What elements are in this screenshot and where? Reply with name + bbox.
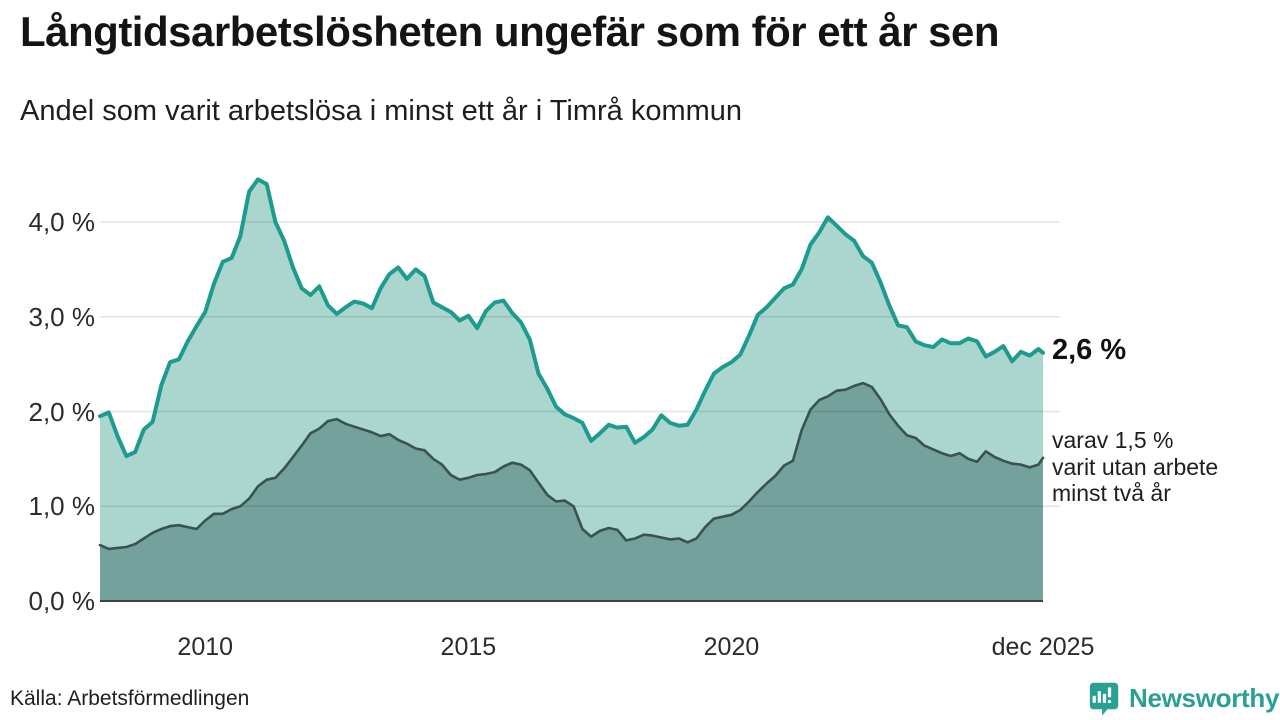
x-axis-tick-label: dec 2025 <box>991 633 1095 661</box>
annotation-latest-total: 2,6 % <box>1052 334 1127 366</box>
newsworthy-logo: Newsworthy <box>1084 680 1279 717</box>
chart-subtitle: Andel som varit arbetslösa i minst ett å… <box>20 95 743 127</box>
newsworthy-bubble-chart-icon <box>1089 682 1119 716</box>
y-axis-tick-label: 0,0 % <box>28 586 96 616</box>
annotation-two-year-line3: minst två år <box>1052 480 1171 506</box>
gridlines <box>100 221 1060 508</box>
annotation-two-year-line2: varit utan arbete <box>1052 453 1219 480</box>
y-axis-tick-label: 1,0 % <box>28 491 96 522</box>
annotation-two-year-line1: varav 1,5 % <box>1052 427 1174 453</box>
source-note: Källa: Arbetsförmedlingen <box>10 687 250 710</box>
y-axis-tick-label: 2,0 % <box>28 396 96 427</box>
annotation-two-year: varav 1,5 % varit utan arbete minst två … <box>1052 427 1218 507</box>
page-title: Långtidsarbetslösheten ungefär som för e… <box>20 8 1000 55</box>
x-axis-tick-label: 2015 <box>440 633 497 661</box>
line-total-unemployed <box>98 177 1045 458</box>
x-axis-tick-label: 2010 <box>177 633 234 661</box>
line-two-year-unemployed <box>98 381 1045 551</box>
y-axis-tick-label: 4,0 % <box>28 207 96 237</box>
x-axis-tick-label: 2020 <box>703 633 760 661</box>
newsworthy-wordmark: Newsworthy <box>1129 683 1280 713</box>
y-axis-tick-label: 3,0 % <box>28 301 96 332</box>
area-two-year-unemployed <box>100 383 1043 601</box>
